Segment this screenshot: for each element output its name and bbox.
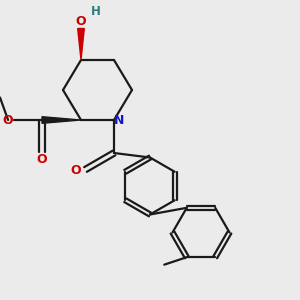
Text: O: O (3, 113, 13, 127)
Text: O: O (70, 164, 81, 178)
Text: O: O (76, 15, 86, 28)
Text: H: H (91, 5, 101, 19)
Text: O: O (37, 153, 47, 167)
Text: N: N (114, 113, 124, 127)
Polygon shape (42, 117, 81, 123)
Polygon shape (78, 28, 84, 60)
